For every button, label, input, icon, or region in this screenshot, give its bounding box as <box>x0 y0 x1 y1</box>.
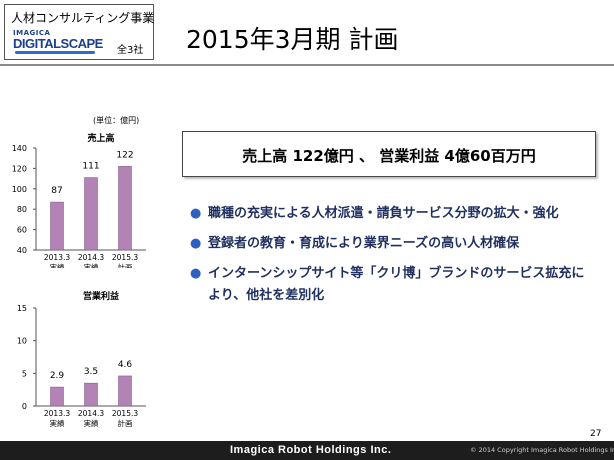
page-number: 27 <box>590 429 602 439</box>
y-tick-label: 15 <box>17 304 27 313</box>
bar <box>50 386 64 407</box>
bullet-item: ● 登録者の教育・育成により業界ニーズの高い人材確保 <box>186 233 586 255</box>
logo-main-text: DIGITALSCAPE <box>13 36 103 51</box>
header-divider <box>0 64 614 66</box>
x-tick-label-sub: 実績 <box>50 418 65 428</box>
unit-note: (単位：億円) <box>93 116 140 125</box>
bullet-text: 職種の充実による人材派遣・請負サービス分野の拡大・強化 <box>208 206 559 221</box>
headline-box: 売上高 122億円 、 営業利益 4億60百万円 <box>182 131 596 177</box>
bullet-dot-icon: ● <box>190 266 202 281</box>
imagica-digitalscape-logo: IMAGICA DIGITALSCAPE <box>13 29 109 57</box>
bullet-dot-icon: ● <box>190 206 202 221</box>
y-tick-label: 140 <box>12 144 27 153</box>
x-tick-label-sub: 実績 <box>84 418 99 428</box>
footer-brand: Imagica Robot Holdings Inc. <box>230 444 392 456</box>
bullet-text: 登録者の教育・育成により業界ニーズの高い人材確保 <box>208 236 520 251</box>
bar-data-label: 87 <box>51 186 62 196</box>
x-tick-label: 2014.3 <box>78 253 104 262</box>
chart-title: 売上高 <box>87 132 114 144</box>
bar <box>84 177 98 251</box>
x-tick-label-sub: 計画 <box>118 418 133 428</box>
x-tick-label: 2014.3 <box>78 409 104 418</box>
x-tick-label: 2015.3 <box>112 409 138 418</box>
logo-swoosh <box>15 51 95 54</box>
x-tick-label-sub: 実績 <box>50 262 65 268</box>
sales-chart: 売上高406080100120140872013.3実績1112014.3実績1… <box>12 132 146 268</box>
x-tick-label: 2013.3 <box>44 409 70 418</box>
companies-count: 全3社 <box>117 45 144 56</box>
bullet-item: ● インターンシップサイト等「クリ博」ブランドのサービス拡充により、他社を差別化 <box>186 263 586 307</box>
segment-box: 人材コンサルティング事業 IMAGICA DIGITALSCAPE 全3社 <box>4 4 154 60</box>
x-tick-label: 2015.3 <box>112 253 138 262</box>
y-tick-label: 10 <box>17 337 27 346</box>
bar <box>84 382 98 407</box>
bar <box>118 166 132 251</box>
bullet-item: ● 職種の充実による人材派遣・請負サービス分野の拡大・強化 <box>186 203 586 225</box>
y-tick-label: 5 <box>22 369 27 378</box>
bar-data-label: 3.5 <box>84 367 98 377</box>
bullet-list: ● 職種の充実による人材派遣・請負サービス分野の拡大・強化 ● 登録者の教育・育… <box>186 203 586 315</box>
chart-title: 営業利益 <box>83 290 119 302</box>
footer-bar: Imagica Robot Holdings Inc. © 2014 Copyr… <box>0 441 614 460</box>
bar-data-label: 122 <box>116 150 133 160</box>
x-tick-label-sub: 実績 <box>84 262 99 268</box>
bar-data-label: 4.6 <box>118 360 133 370</box>
x-tick-label-sub: 計画 <box>118 262 133 268</box>
y-tick-label: 0 <box>22 402 27 411</box>
y-tick-label: 80 <box>17 205 27 214</box>
bullet-text: インターンシップサイト等「クリ博」ブランドのサービス拡充により、他社を差別化 <box>208 266 585 303</box>
segment-title: 人材コンサルティング事業 <box>11 11 155 25</box>
bar <box>118 375 132 407</box>
bar-data-label: 111 <box>82 162 99 172</box>
y-tick-label: 60 <box>17 226 27 235</box>
bar <box>50 201 64 251</box>
bullet-dot-icon: ● <box>190 236 202 251</box>
x-tick-label: 2013.3 <box>44 253 70 262</box>
y-tick-label: 100 <box>12 185 27 194</box>
bar-data-label: 2.9 <box>50 371 65 381</box>
footer-copyright: © 2014 Copyright Imagica Robot Holdings … <box>470 446 614 454</box>
y-tick-label: 120 <box>12 164 27 173</box>
logo-top-text: IMAGICA <box>13 29 51 37</box>
page-title: 2015年3月期 計画 <box>186 25 399 54</box>
headline-text: 売上高 122億円 、 営業利益 4億60百万円 <box>242 147 536 165</box>
y-tick-label: 40 <box>17 246 27 255</box>
operating-profit-chart: 営業利益0510152.92013.3実績3.52014.3実績4.62015.… <box>17 290 146 428</box>
